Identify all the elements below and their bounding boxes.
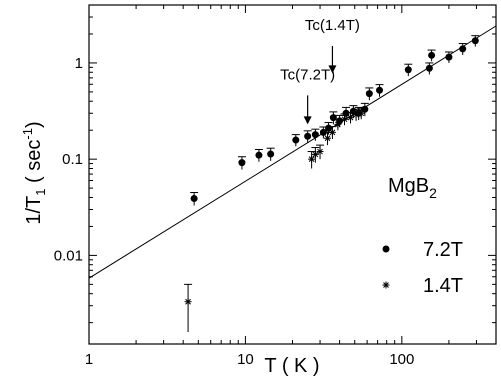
sample-label-sub: 2 [429,185,437,201]
star-stroke [324,135,331,142]
data-point-1.4T [334,120,342,128]
data-point-1.4T [357,109,365,117]
data-point-7.2T [255,151,263,159]
y-axis-title-rest: ( sec [23,140,45,189]
data-point-1.4T [311,150,319,158]
data-point-7.2T [319,128,327,136]
legend-label-7.2T: 7.2T [423,239,463,261]
data-point-7.2T [365,90,373,98]
star-stroke [329,129,336,136]
data-point-1.4T [308,155,316,163]
star-stroke [347,114,354,121]
data-point-1.4T [324,134,332,142]
annotations: Tc(7.2T) Tc(1.4T) [280,17,360,125]
y-tick-label: 0.1 [62,151,83,168]
legend-label-1.4T: 1.4T [423,275,463,297]
star-stroke [358,110,365,117]
y-axis-title-sup: -1 [20,128,35,140]
star-stroke [185,298,191,305]
x-tick-label: 10 [237,351,254,368]
y-axis-title-end: ) [23,121,45,128]
x-tick-label: 100 [389,351,414,368]
star-stroke [308,156,315,163]
x-axis-title: T ( K ) [264,355,319,377]
data-point-7.2T [471,37,479,45]
data-point-7.2T [425,64,433,72]
star-stroke [317,148,323,155]
data-point-1.4T [340,115,348,123]
legend: 7.2T 1.4T [382,239,463,297]
annotation-label: Tc(1.4T) [305,17,360,34]
star-stroke [335,121,341,128]
x-tick-label: 1 [85,351,93,368]
star-stroke [312,151,319,158]
data-point-7.2T [311,131,319,139]
data-point-7.2T [304,132,312,140]
y-axis-title-sub: 1 [33,189,48,196]
data-point-7.2T [445,53,453,61]
axis-ticks: 1 10 100 0.01 0.1 1 [54,4,497,368]
legend-marker-star [382,281,390,289]
y-axis-title-main: 1/T [23,196,45,225]
data-point-7.2T [428,51,436,59]
data-point-7.2T [404,66,412,74]
legend-marker-dot [382,245,390,253]
annotation-label: Tc(7.2T) [280,67,335,84]
data-point-7.2T [267,150,275,158]
annotation-arrow-head [328,65,337,74]
y-tick-label: 1 [75,55,83,72]
data-point-1.4T [316,148,324,156]
data-point-7.2T [238,159,246,167]
y-tick-label: 0.01 [54,247,83,264]
data-point-7.2T [459,45,467,53]
y-axis-title: 1/T1 ( sec-1) [20,121,48,224]
data-point-1.4T [184,298,192,306]
data-points [184,35,480,332]
data-point-7.2T [190,195,198,203]
sample-label: MgB2 [388,175,437,201]
sample-label-main: MgB [388,175,429,197]
data-point-1.4T [352,111,360,119]
data-point-7.2T [292,136,300,144]
annotation-arrow-head [303,116,312,125]
star-stroke [341,116,348,123]
data-point-1.4T [347,114,355,122]
data-point-7.2T [376,86,384,94]
data-point-1.4T [328,128,336,136]
